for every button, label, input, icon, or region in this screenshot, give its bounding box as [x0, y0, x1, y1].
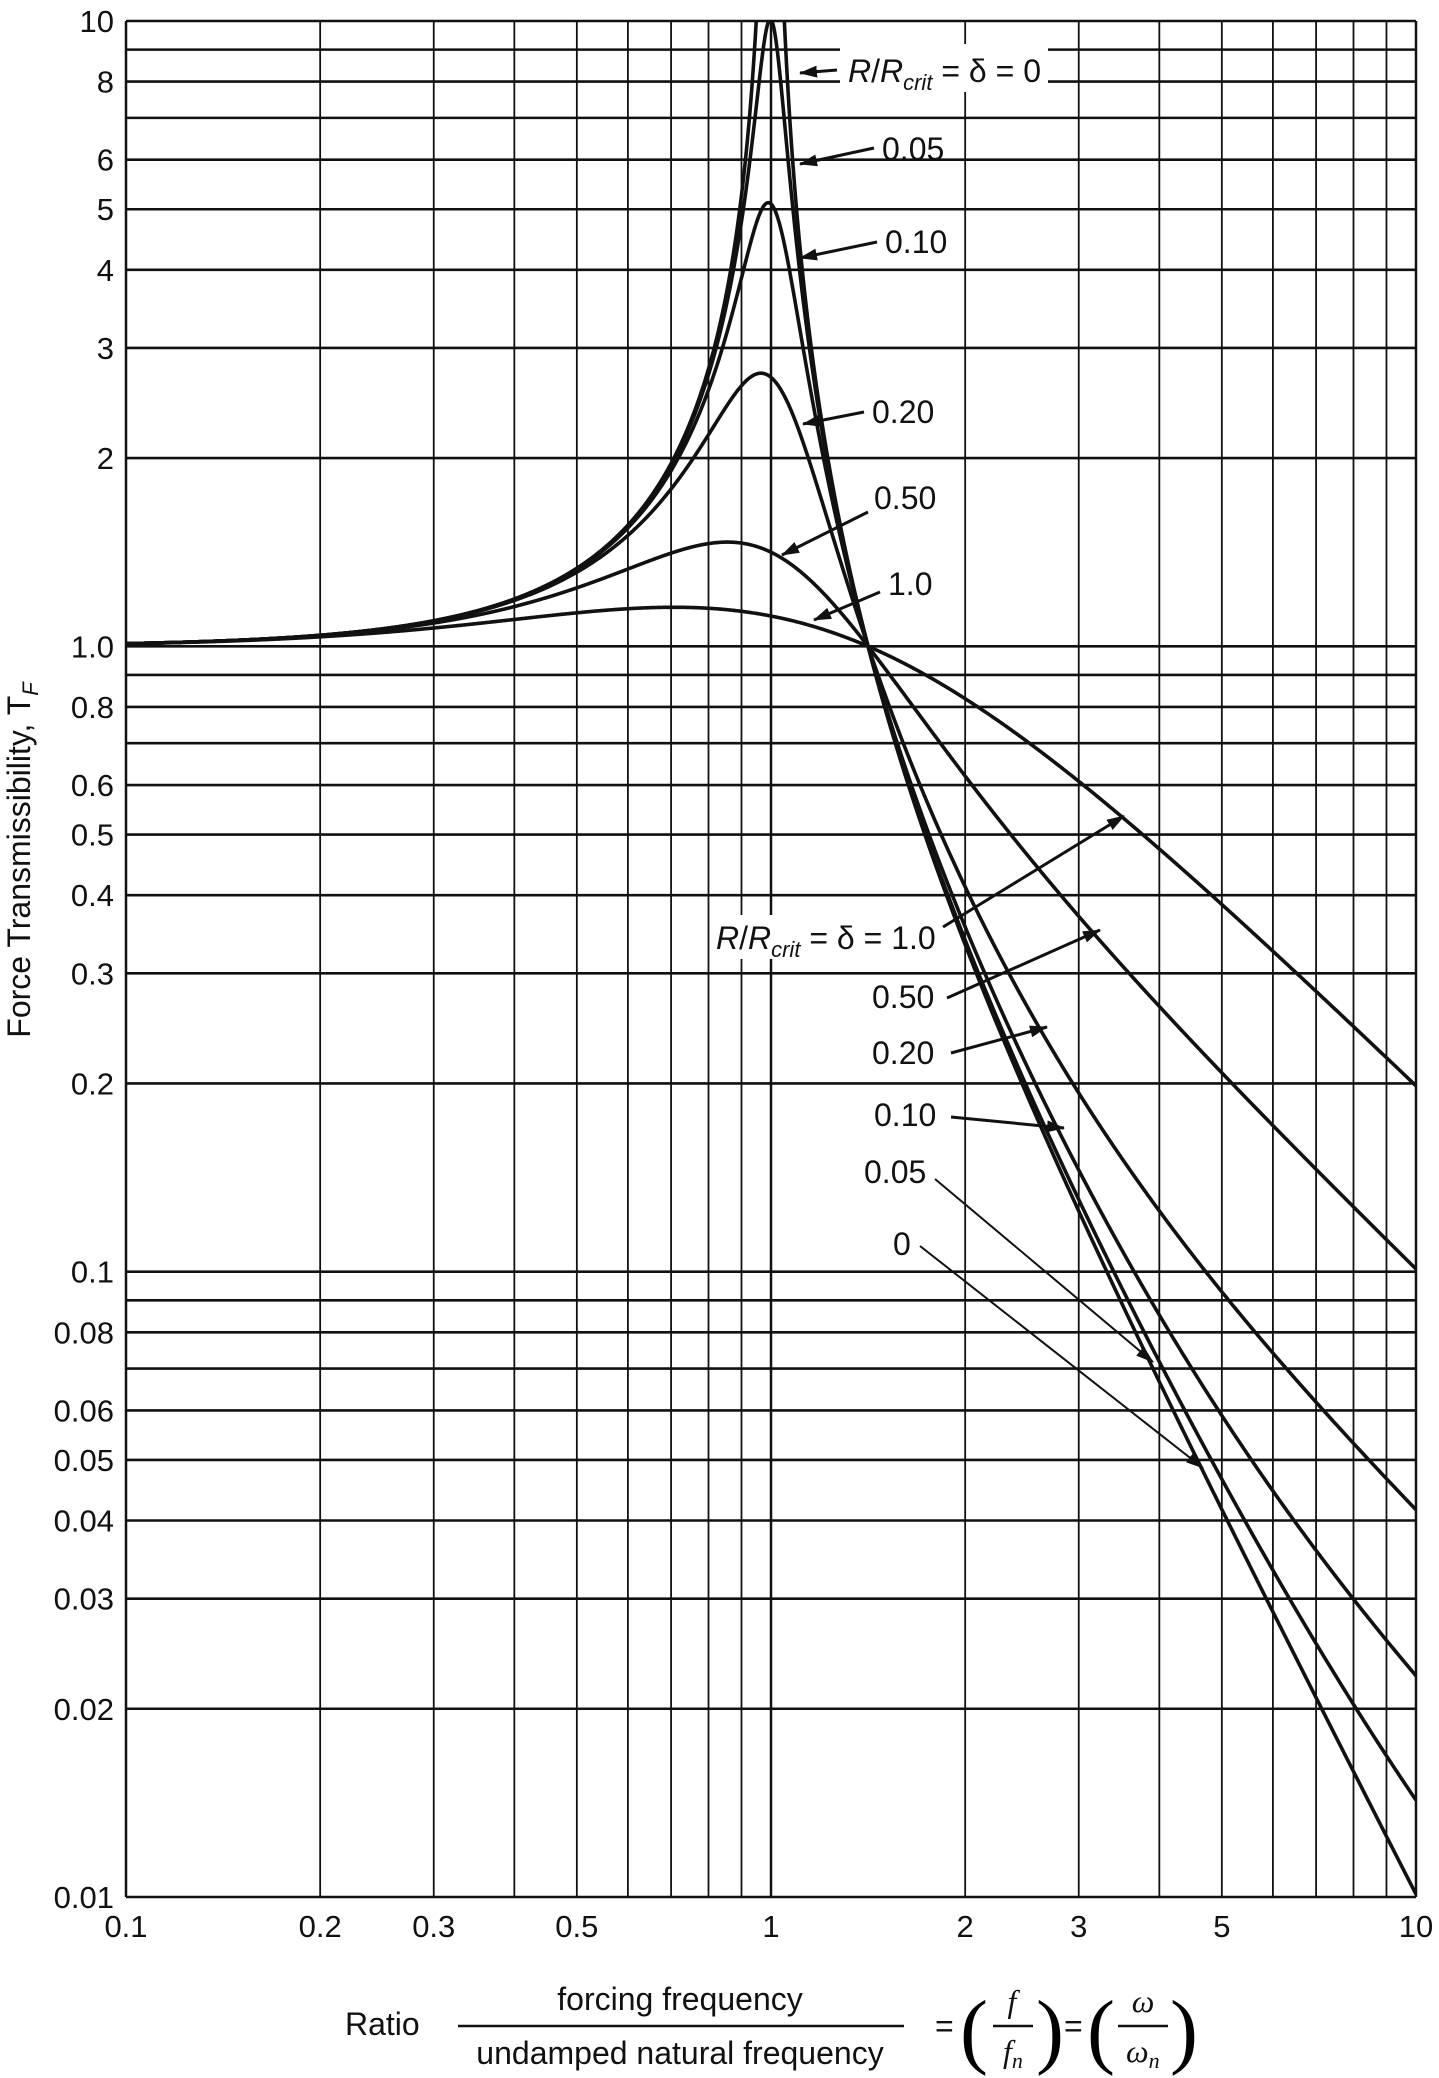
x-tick-label: 10 [1399, 1909, 1433, 1944]
y-tick-label: 5 [97, 192, 114, 227]
x-tick-label: 0.1 [104, 1909, 147, 1944]
equals-2: = [1064, 2008, 1083, 2044]
grid [124, 19, 1418, 1899]
annotation-delta-0.05-lower: 0.05 [864, 1154, 926, 1190]
y-tick-label: 0.2 [71, 1066, 114, 1101]
annotations-upper: R/Rcrit = δ = 0 0.05 0.10 0.20 0.50 1.0 [781, 44, 1048, 622]
arrow-delta-0.20 [802, 410, 865, 427]
arrow-delta-0.10-lower [950, 1115, 1065, 1133]
arrow-delta-0-lower [919, 1245, 1204, 1469]
curve-delta-1 [126, 605, 1416, 1088]
y-tick-label: 10 [80, 4, 114, 39]
x-tick-label: 0.3 [412, 1909, 455, 1944]
x-tick-label: 0.2 [299, 1909, 342, 1944]
y-tick-label: 0.03 [54, 1582, 114, 1617]
y-tick-label: 2 [97, 441, 114, 476]
x-tick-label: 2 [957, 1909, 974, 1944]
paren-close-2: ) [1170, 1984, 1198, 2077]
paren-open-2: ( [1087, 1984, 1115, 2077]
x-tick-label: 5 [1213, 1909, 1230, 1944]
y-tick-label: 0.02 [54, 1692, 114, 1727]
annotation-delta-1.0: 1.0 [888, 566, 932, 602]
annotation-delta-0.20-lower: 0.20 [872, 1035, 934, 1071]
arrow-delta-0.05-lower [934, 1178, 1154, 1363]
paren-open-1: ( [960, 1984, 988, 2077]
y-tick-label: 0.06 [54, 1393, 114, 1428]
arrow-delta-1.0-lower [942, 814, 1125, 929]
f-numerator: f [1008, 1983, 1021, 2019]
y-axis-label: Force Transmissibility, TF [1, 681, 43, 1038]
arrow-delta-0 [799, 65, 838, 78]
y-tick-label: 0.08 [54, 1315, 114, 1350]
arrow-delta-0.20-lower [950, 1025, 1048, 1055]
fn-denominator: fn [1003, 2033, 1023, 2073]
arrow-delta-0.10 [799, 240, 878, 261]
equals-1: = [935, 2008, 954, 2044]
x-axis-label: Ratio forcing frequency undamped natural… [345, 1981, 1198, 2077]
omega-n-denominator: ωn [1126, 2033, 1160, 2073]
y-tick-label: 8 [97, 65, 114, 100]
y-tick-label: 4 [97, 253, 114, 288]
tick-labels: 0.1 0.2 0.3 0.5 1 2 3 5 10 10 8 6 5 4 3 2 1.0 0.8 0.6 0.5 0.… [54, 4, 1434, 1944]
arrow-delta-0.50-lower [946, 928, 1101, 1000]
x-label-ratio: Ratio [345, 2006, 420, 2042]
y-tick-label: 1.0 [71, 629, 114, 664]
label-background [840, 44, 1048, 92]
x-tick-label: 1 [762, 1909, 779, 1944]
y-tick-label: 0.3 [71, 956, 114, 991]
annotation-delta-1.0-lower: R/Rcrit = δ = 1.0 [716, 920, 936, 962]
y-tick-label: 0.05 [54, 1443, 114, 1478]
x-label-numerator: forcing frequency [557, 1981, 802, 2017]
y-tick-label: 0.01 [54, 1880, 114, 1915]
paren-close-1: ) [1036, 1984, 1064, 2077]
annotation-delta-0.50-lower: 0.50 [872, 979, 934, 1015]
x-tick-label: 0.5 [555, 1909, 598, 1944]
x-tick-label: 3 [1070, 1909, 1087, 1944]
annotation-delta-0-lower: 0 [893, 1226, 911, 1262]
y-tick-label: 3 [97, 331, 114, 366]
annotation-delta-0.50: 0.50 [874, 480, 936, 516]
arrow-delta-1.0 [813, 590, 881, 622]
arrow-delta-0.50 [781, 510, 869, 557]
y-tick-label: 6 [97, 143, 114, 178]
y-tick-label: 0.6 [71, 768, 114, 803]
x-label-denominator: undamped natural frequency [476, 2035, 883, 2071]
omega-numerator: ω [1132, 1983, 1155, 2019]
annotation-delta-0.05: 0.05 [882, 131, 944, 167]
y-tick-label: 0.4 [71, 878, 114, 913]
y-tick-label: 0.5 [71, 818, 114, 853]
annotation-delta-0.10-lower: 0.10 [874, 1097, 936, 1133]
arrow-delta-0.05 [799, 146, 875, 167]
y-tick-label: 0.04 [54, 1504, 114, 1539]
label-background [712, 915, 944, 959]
annotation-delta-0: R/Rcrit = δ = 0 [848, 53, 1041, 95]
y-tick-label: 0.8 [71, 690, 114, 725]
annotation-delta-0.20: 0.20 [872, 394, 934, 430]
y-tick-label: 0.1 [71, 1255, 114, 1290]
annotation-delta-0.10: 0.10 [885, 224, 947, 260]
annotations-lower: R/Rcrit = δ = 1.0 0.50 0.20 0.10 0.05 0 [712, 814, 1204, 1469]
